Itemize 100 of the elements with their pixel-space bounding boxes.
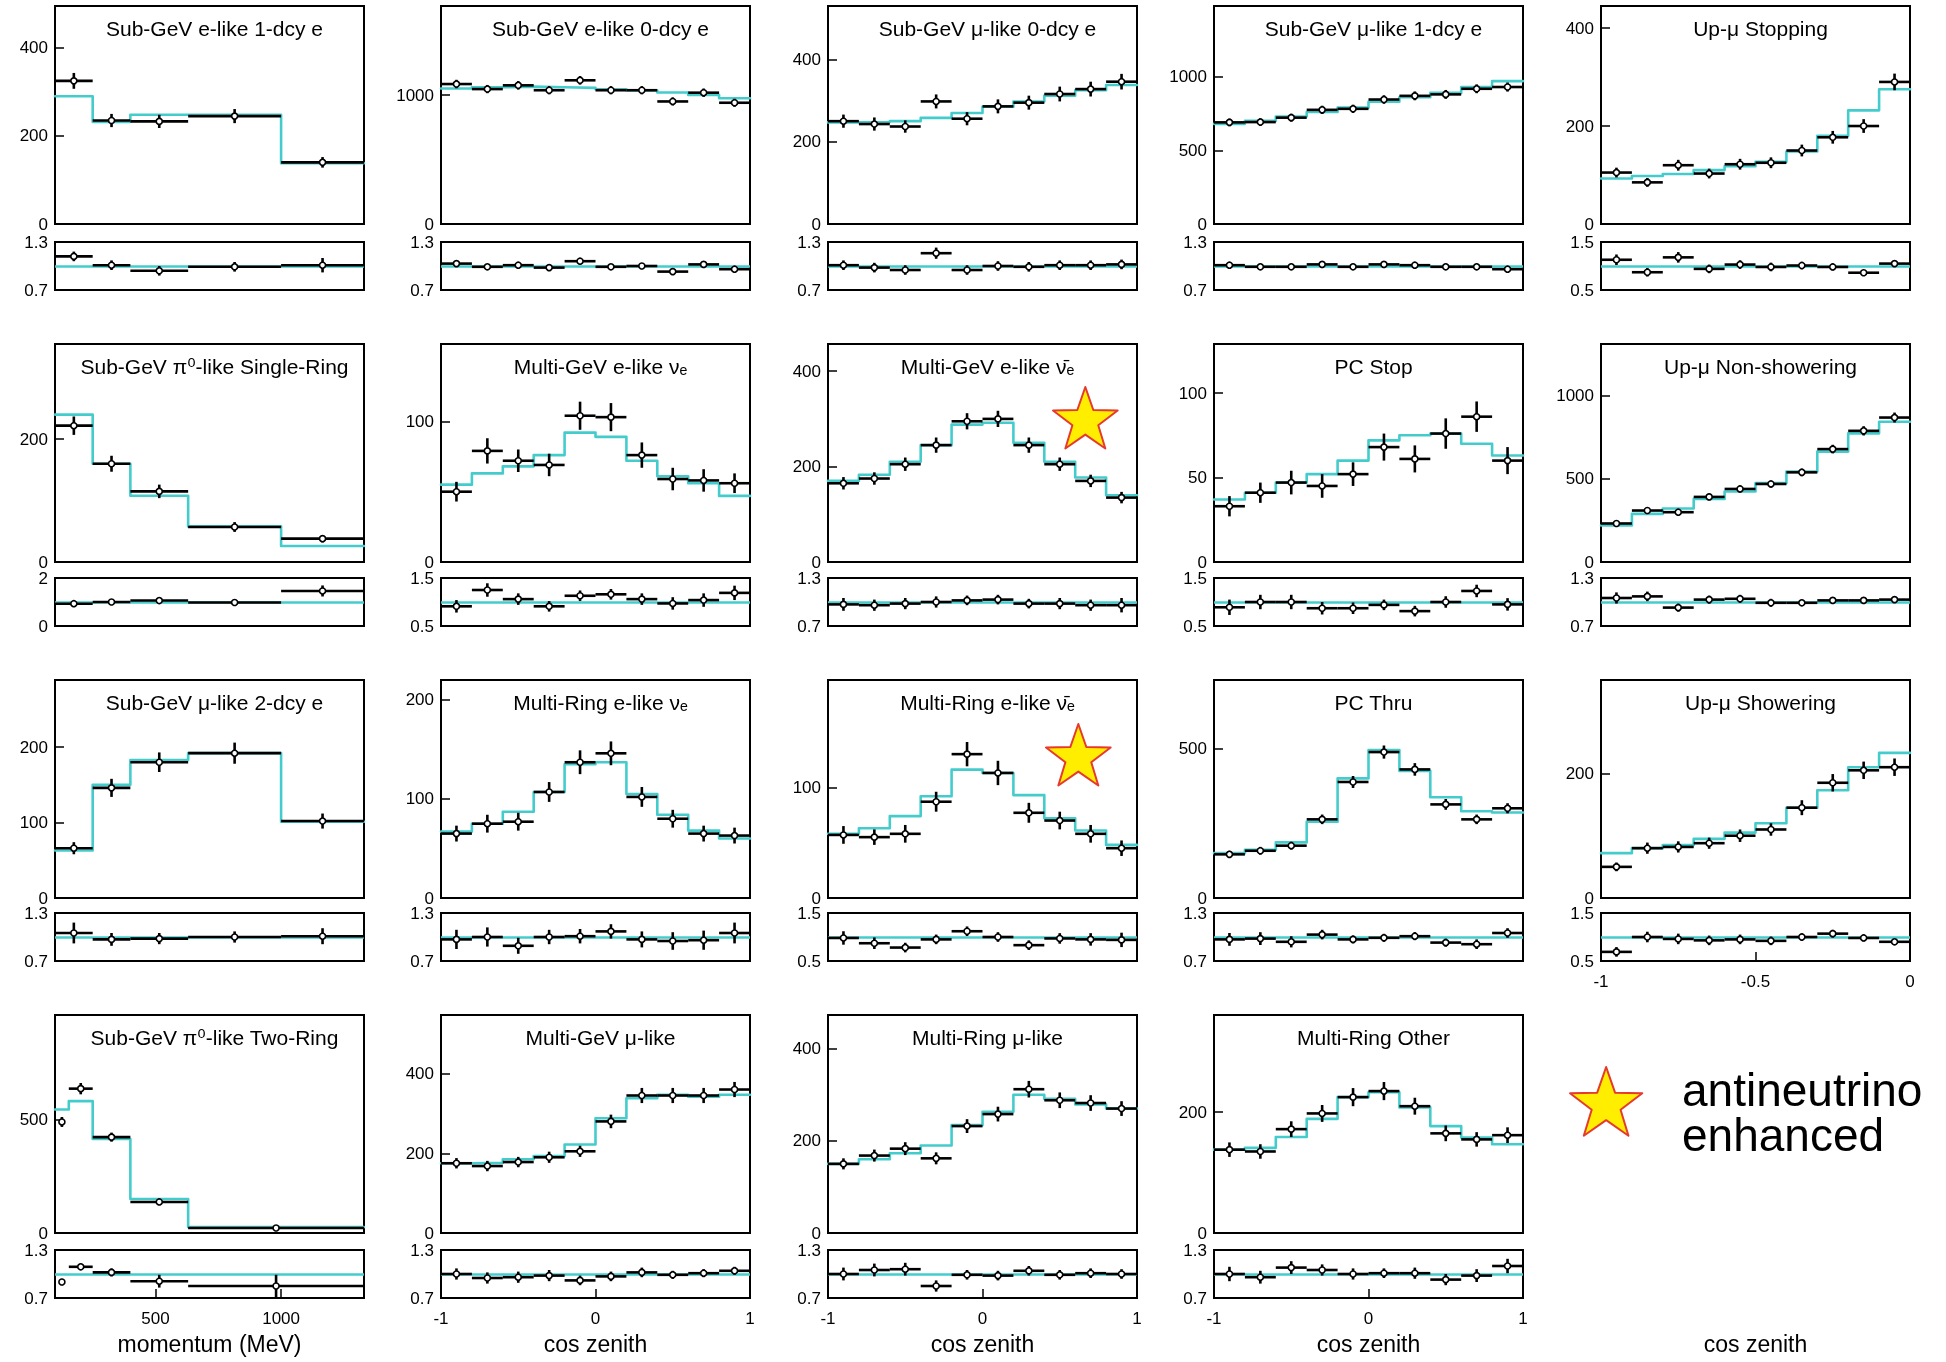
y-tick-label: 0 (1197, 1223, 1207, 1243)
y-tick-label: 0.7 (797, 280, 821, 300)
text: Sub-GeV μ-like 0-dcy e (878, 17, 1097, 40)
y-tick-label: 400 (405, 1064, 434, 1084)
y-tick-label: 400 (792, 1039, 821, 1059)
text: Up-μ Non-showering (1663, 355, 1858, 378)
x-tick-label: 1000 (262, 1309, 301, 1328)
y-tick-label: 200 (792, 132, 821, 152)
x-axis-title: cos zenith (930, 1330, 1035, 1357)
x-tick-label: 0 (590, 1309, 601, 1328)
y-tick-label: 400 (1565, 18, 1594, 38)
y-tick-label: 500 (1565, 469, 1594, 489)
text: Multi-GeV e-like νₑ (513, 355, 688, 378)
y-tick-label: 0 (811, 1223, 821, 1243)
y-tick-label: 500 (19, 1110, 48, 1130)
text: Up-μ Stopping (1693, 17, 1828, 40)
y-tick-label: 0.7 (1183, 280, 1207, 300)
x-tick-label: 1 (1132, 1309, 1142, 1328)
y-tick-label: 100 (1178, 383, 1207, 403)
y-tick-label: 0.5 (1570, 280, 1594, 300)
x-axis-title: cos zenith (543, 1330, 648, 1357)
y-tick-label: 0.7 (410, 951, 434, 971)
y-tick-label: 200 (792, 1131, 821, 1151)
y-tick-label: 0.7 (410, 280, 434, 300)
text: Sub-GeV μ-like 2-dcy e (105, 691, 324, 714)
y-tick-label: 0.7 (24, 951, 48, 971)
y-tick-label: 0.7 (24, 280, 48, 300)
y-tick-label: 1.3 (1183, 1240, 1207, 1260)
x-axis-title: cos zenith (1703, 1330, 1808, 1357)
text: PC Stop (1334, 355, 1413, 378)
text: Multi-Ring e-like ν̄ₑ (900, 691, 1076, 714)
x-tick-label: 1 (745, 1309, 755, 1328)
text: Multi-GeV μ-like (525, 1026, 676, 1049)
y-tick-label: 1.3 (1183, 232, 1207, 252)
text: Sub-GeV π⁰-like Two-Ring (90, 1026, 339, 1049)
y-tick-label: 400 (792, 361, 821, 381)
x-tick-label: 0 (1363, 1309, 1374, 1328)
y-tick-label: 500 (1178, 738, 1207, 758)
y-tick-label: 0.7 (797, 1288, 821, 1308)
x-tick-label: -1 (1593, 972, 1609, 991)
y-tick-label: 0.7 (1570, 616, 1594, 636)
x-tick-label: -1 (1206, 1309, 1222, 1328)
text: Sub-GeV μ-like 1-dcy e (1264, 17, 1483, 40)
y-tick-label: 500 (1178, 140, 1207, 160)
text: antineutrino enhanced (1682, 1064, 1924, 1161)
y-tick-label: 0.5 (1183, 616, 1207, 636)
y-tick-label: 0.7 (1183, 1288, 1207, 1308)
y-tick-label: 100 (405, 411, 434, 431)
y-tick-label: 0 (1197, 214, 1207, 234)
text: Multi-GeV e-like ν̄ₑ (900, 355, 1075, 378)
x-tick-label: 0 (977, 1309, 988, 1328)
y-tick-label: 0.7 (24, 1288, 48, 1308)
y-tick-label: 200 (1178, 1102, 1207, 1122)
y-tick-label: 1.3 (24, 1240, 48, 1260)
y-tick-label: 0 (38, 214, 48, 234)
y-tick-label: 0.7 (410, 1288, 434, 1308)
y-tick-label: 1000 (1169, 67, 1207, 87)
y-tick-label: 200 (19, 126, 48, 146)
y-tick-label: 100 (792, 777, 821, 797)
y-tick-label: 200 (405, 1143, 434, 1163)
y-tick-label: 0 (38, 1223, 48, 1243)
y-tick-label: 200 (405, 690, 434, 710)
y-tick-label: 0.7 (797, 616, 821, 636)
y-tick-label: 0 (811, 214, 821, 234)
y-tick-label: 1000 (396, 85, 434, 105)
text: Sub-GeV e-like 1-dcy e (105, 17, 324, 40)
y-tick-label: 0.5 (410, 616, 434, 636)
y-tick-label: 1000 (1556, 386, 1594, 406)
y-tick-label: 100 (19, 813, 48, 833)
y-tick-label: 400 (19, 38, 48, 58)
x-tick-label: -1 (433, 1309, 449, 1328)
x-tick-label: 0 (1905, 972, 1915, 991)
y-tick-label: 1.3 (24, 232, 48, 252)
y-tick-label: 1.3 (797, 232, 821, 252)
text: Multi-Ring e-like νₑ (513, 691, 689, 714)
x-tick-label: -0.5 (1740, 972, 1771, 991)
y-tick-label: 400 (792, 49, 821, 69)
y-tick-label: 1.3 (410, 1240, 434, 1260)
y-tick-label: 200 (792, 457, 821, 477)
y-tick-label: 0 (424, 214, 434, 234)
y-tick-label: 200 (19, 429, 48, 449)
y-tick-label: 200 (1565, 116, 1594, 136)
y-tick-label: 0 (38, 616, 48, 636)
text: Multi-Ring Other (1297, 1026, 1450, 1049)
x-tick-label: 1 (1518, 1309, 1528, 1328)
y-tick-label: 0 (1584, 214, 1594, 234)
x-axis-title: cos zenith (1316, 1330, 1421, 1357)
text: Multi-Ring μ-like (912, 1026, 1063, 1049)
y-tick-label: 50 (1188, 468, 1207, 487)
x-tick-label: -1 (820, 1309, 836, 1328)
y-tick-label: 200 (19, 737, 48, 757)
y-tick-label: 0 (424, 1223, 434, 1243)
y-tick-label: 1.3 (410, 232, 434, 252)
y-tick-label: 1.3 (797, 1240, 821, 1260)
y-tick-label: 0.5 (797, 951, 821, 971)
y-tick-label: 100 (405, 789, 434, 809)
text: Up-μ Showering (1685, 691, 1836, 714)
y-tick-label: 1.5 (1570, 232, 1594, 252)
x-tick-label: 500 (141, 1309, 170, 1328)
y-tick-label: 0.5 (1570, 951, 1594, 971)
